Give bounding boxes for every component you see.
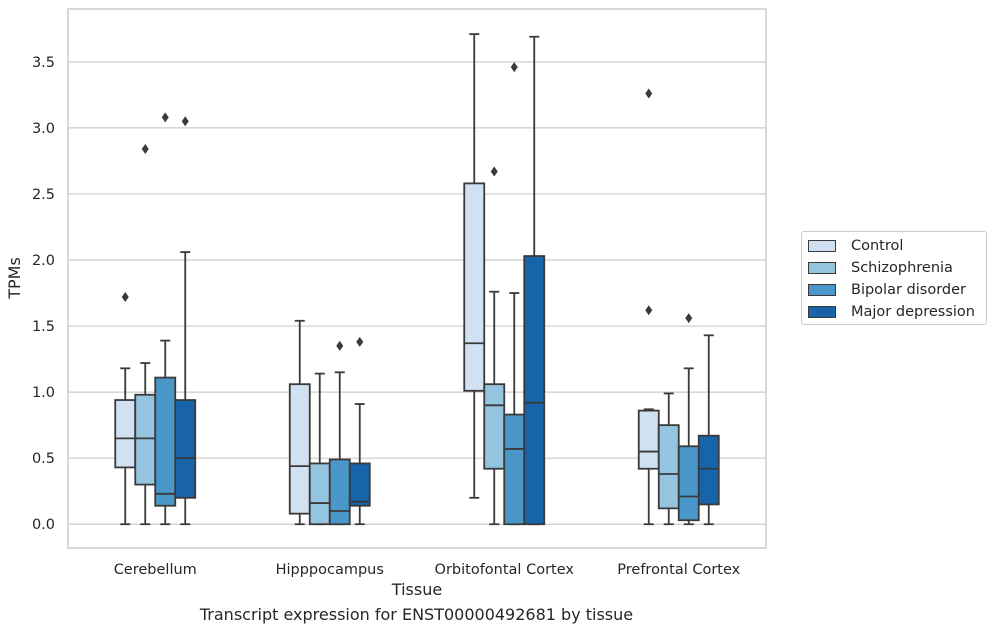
outlier-point <box>181 116 189 127</box>
outlier-point <box>121 291 129 302</box>
y-tick-labels: 0.0 0.5 1.0 1.5 2.0 2.5 3.0 3.5 <box>32 55 55 533</box>
box-iqr <box>503 413 526 526</box>
box-group <box>134 144 157 526</box>
box-group <box>328 340 351 526</box>
legend-item-bipolar-disorder: Bipolar disorder <box>808 280 966 300</box>
legend-item-control: Control <box>808 236 903 256</box>
outlier-point <box>645 88 653 99</box>
outlier-point <box>356 336 364 347</box>
legend-swatch-major-depression <box>808 306 836 318</box>
box-iqr <box>348 462 371 507</box>
box-group <box>348 336 371 526</box>
y-tick-label: 0.5 <box>32 451 55 467</box>
outlier-point <box>161 112 169 123</box>
legend-item-schizophrenia: Schizophrenia <box>808 258 953 278</box>
box-group <box>114 291 137 526</box>
box-iqr <box>308 462 331 526</box>
box-iqr <box>483 383 506 470</box>
box-group <box>483 166 506 526</box>
legend-label-control: Control <box>851 238 904 254</box>
x-tick-label: Prefrontal Cortex <box>617 562 740 578</box>
box-group <box>637 88 660 526</box>
x-tick-labels: Cerebellum Hipppocampus Orbitofontal Corte… <box>114 562 741 578</box>
box-iqr <box>328 458 351 526</box>
box-group <box>154 112 177 526</box>
outlier-point <box>645 305 653 316</box>
outlier-point <box>141 144 149 155</box>
box-iqr <box>697 434 720 506</box>
x-tick-label: Orbitofontal Cortex <box>435 562 575 578</box>
box-group <box>677 313 700 526</box>
outlier-point <box>510 62 518 73</box>
box-iqr <box>637 409 660 470</box>
box-group <box>657 392 680 526</box>
y-axis-label: TPMs <box>5 257 24 300</box>
legend-swatch-control <box>808 240 836 252</box>
box-iqr <box>114 399 137 469</box>
boxes <box>114 33 720 526</box>
box-group <box>174 116 197 526</box>
legend-item-major-depression: Major depression <box>808 302 975 322</box>
x-axis-label: Tissue <box>391 580 442 599</box>
legend-label-bipolar-disorder: Bipolar disorder <box>851 282 966 298</box>
box-group <box>523 35 546 526</box>
legend-swatch-schizophrenia <box>808 262 836 274</box>
box-group <box>463 33 486 499</box>
box-group <box>288 319 311 526</box>
legend-swatch-bipolar-disorder <box>808 284 836 296</box>
plot-frame <box>67 8 767 549</box>
box-iqr <box>657 424 680 510</box>
y-tick-label: 1.0 <box>32 385 55 401</box>
box-group <box>503 62 526 526</box>
y-tick-label: 1.5 <box>32 319 55 335</box>
y-tick-label: 2.0 <box>32 253 55 269</box>
box-iqr <box>154 376 177 507</box>
legend-label-schizophrenia: Schizophrenia <box>851 260 953 276</box>
outlier-point <box>336 340 344 351</box>
outlier-point <box>490 166 498 177</box>
y-tick-label: 3.0 <box>32 121 55 137</box>
box-iqr <box>677 445 700 522</box>
y-tick-label: 3.5 <box>32 55 55 71</box>
box-iqr <box>288 383 311 515</box>
y-tick-label: 2.5 <box>32 187 55 203</box>
box-group <box>308 372 331 526</box>
x-tick-label: Hipppocampus <box>276 562 384 578</box>
legend: Control Schizophrenia Bipolar disorder M… <box>801 231 987 325</box>
outlier-point <box>685 313 693 324</box>
box-iqr <box>523 255 546 526</box>
box-group <box>697 334 720 526</box>
x-tick-label: Cerebellum <box>114 562 197 578</box>
box-iqr <box>463 182 486 392</box>
figure-caption: Transcript expression for ENST0000049268… <box>199 605 634 624</box>
legend-label-major-depression: Major depression <box>851 304 975 320</box>
box-iqr <box>134 393 157 486</box>
y-tick-label: 0.0 <box>32 517 55 533</box>
box-iqr <box>174 399 197 499</box>
